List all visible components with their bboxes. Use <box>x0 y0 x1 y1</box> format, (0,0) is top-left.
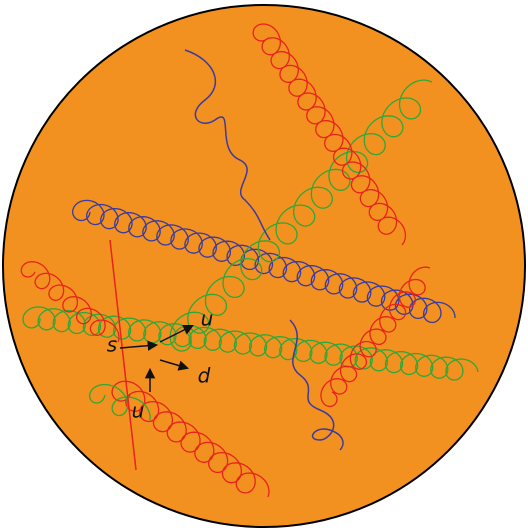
gluon <box>169 79 433 352</box>
gluon-line <box>289 319 344 451</box>
arrow <box>119 340 159 351</box>
quark-label: s <box>107 333 117 357</box>
gluons <box>20 23 479 498</box>
arrow <box>159 325 194 343</box>
quark-label: u <box>132 399 145 423</box>
hadron-boundary <box>2 4 526 528</box>
gluon-line <box>184 49 271 241</box>
gluon <box>71 199 456 324</box>
gluon <box>320 266 431 408</box>
quark-label: u <box>201 307 214 331</box>
quark-arrows <box>119 325 194 392</box>
quark-line <box>109 239 137 471</box>
gluon <box>111 380 270 498</box>
gluon <box>22 306 479 381</box>
gluon <box>88 383 151 421</box>
arrow <box>159 359 190 371</box>
quark-label: d <box>198 364 211 388</box>
gluon <box>252 23 407 246</box>
gluon <box>20 261 120 343</box>
